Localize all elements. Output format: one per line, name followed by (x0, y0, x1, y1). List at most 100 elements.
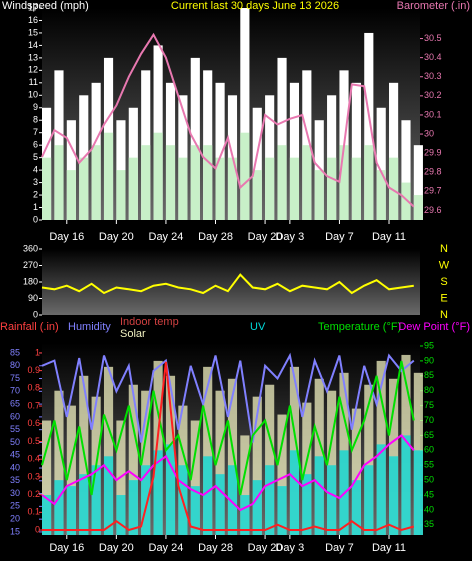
y-tick-label: 30.2 (424, 90, 442, 100)
y-tick-label: 11 (29, 77, 38, 87)
y-tick-label: 16 (28, 15, 38, 25)
y-tick-label: 10 (28, 90, 38, 100)
y-tick-label: 30.3 (424, 71, 442, 81)
y-tick-label: 50 (424, 475, 434, 485)
y-tick-label: 270 (23, 260, 38, 270)
bar (66, 170, 76, 220)
legend-label: UV (250, 321, 266, 333)
bar (54, 390, 64, 535)
y-tick-label: 60 (10, 411, 20, 421)
x-tick-label: Day 24 (149, 231, 184, 243)
bar (203, 456, 213, 535)
bar (203, 366, 213, 535)
y-tick-label: 75 (424, 400, 434, 410)
bar (240, 8, 250, 220)
axis-title: Humidity (68, 321, 111, 333)
bar (153, 45, 163, 220)
y-tick-label: 0.6 (27, 418, 40, 428)
bar (252, 170, 262, 220)
y-tick-label: 14 (28, 40, 38, 50)
y-tick-label: 35 (10, 475, 20, 485)
y-tick-label: 55 (424, 460, 434, 470)
bar (252, 480, 262, 535)
y-tick-label: 0 (35, 524, 40, 534)
x-tick-label: Day 20 (248, 231, 283, 243)
bar (227, 157, 238, 220)
y-tick-label: 12 (28, 65, 38, 75)
axis-title: Temperature (°F) (318, 321, 401, 333)
bar (351, 157, 361, 220)
y-tick-label: 50 (10, 437, 20, 447)
bar (141, 390, 151, 535)
y-tick-label: 13 (28, 52, 38, 62)
bar (91, 145, 101, 220)
y-tick-label: 30.4 (424, 52, 442, 62)
y-tick-label: 75 (10, 373, 20, 383)
bar (401, 120, 411, 220)
y-tick-label: 360 (23, 243, 38, 253)
bar (364, 465, 374, 535)
y-tick-label: 85 (10, 347, 20, 357)
bar (265, 465, 275, 535)
bar (327, 390, 337, 535)
y-tick-label: 1 (35, 347, 40, 357)
bar (153, 360, 163, 535)
bar (103, 132, 114, 220)
bar (103, 456, 114, 535)
y-axis-title: Windspeed (mph) (2, 0, 89, 12)
y-tick-label: 8 (33, 115, 38, 125)
bar (277, 414, 287, 535)
bar (128, 157, 138, 220)
y-tick-label: 0 (33, 214, 38, 224)
y-tick-label: 30 (10, 488, 20, 498)
bar (314, 170, 324, 220)
compass-label: S (440, 276, 447, 288)
bar (79, 474, 89, 535)
y-tick-label: 17 (28, 2, 38, 12)
line (41, 273, 414, 295)
y-tick-label: 0.5 (27, 436, 40, 446)
y-tick-label: 25 (10, 501, 20, 511)
bar (401, 182, 411, 220)
bar (277, 57, 287, 220)
chart-title: Current last 30 days June 13 2026 (171, 0, 339, 12)
bar (153, 132, 163, 220)
line (41, 360, 415, 496)
y-tick-label: 95 (424, 340, 434, 350)
y-tick-label: 85 (424, 370, 434, 380)
line (41, 434, 415, 512)
bar (302, 474, 312, 535)
bar (190, 57, 200, 220)
bar (54, 480, 64, 535)
y-tick-label: 60 (424, 445, 434, 455)
bar (376, 444, 386, 535)
y-tick-label: 30 (424, 128, 434, 138)
x-tick-label: Day 28 (198, 542, 233, 554)
x-tick-label: Day 24 (149, 542, 184, 554)
bar (302, 145, 312, 220)
bar (339, 145, 349, 220)
bar (413, 145, 423, 220)
bar (240, 495, 250, 535)
bar (327, 157, 337, 220)
bar (128, 384, 138, 535)
y-tick-label: 9 (33, 102, 38, 112)
bar (252, 396, 262, 535)
bar (351, 82, 361, 220)
bar (289, 82, 300, 220)
y-tick-label: 0.8 (27, 383, 40, 393)
x-tick-label: Day 11 (372, 542, 406, 554)
bar (178, 157, 188, 220)
x-tick-label: Day 7 (325, 231, 354, 243)
bar (42, 420, 52, 535)
bar (277, 486, 287, 535)
y-tick-label: 70 (10, 386, 20, 396)
y-tick-label: 15 (10, 526, 20, 536)
bar (413, 450, 423, 535)
bar (265, 157, 275, 220)
bar (66, 486, 76, 535)
y2-axis-title: Barometer (.in) (397, 0, 470, 12)
bar (351, 480, 361, 535)
bar (227, 465, 238, 535)
